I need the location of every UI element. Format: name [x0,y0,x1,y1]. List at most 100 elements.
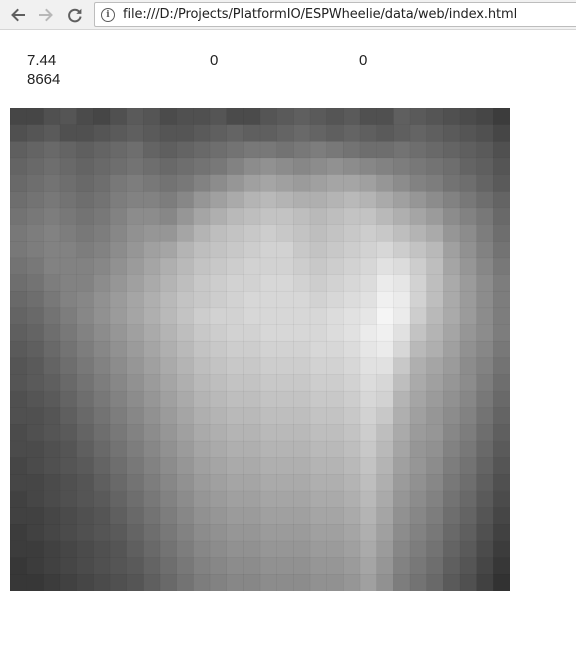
heatmap-cell [443,408,460,425]
heatmap-cell [377,175,394,192]
heatmap-cell [477,424,494,441]
heatmap-cell [110,541,127,558]
heatmap-cell [260,158,277,175]
heatmap-cell [360,408,377,425]
heatmap-cell [410,474,427,491]
heatmap-cell [60,491,77,508]
heatmap-cell [110,524,127,541]
heatmap-cell [10,275,27,292]
heatmap-cell [177,125,194,142]
info-icon[interactable]: i [101,8,115,22]
arrow-right-icon [37,6,55,24]
heatmap-cell [243,524,260,541]
heatmap-cell [143,441,160,458]
heatmap-cell [127,558,144,575]
heatmap-cell [443,158,460,175]
heatmap-cell [443,225,460,242]
heatmap-cell [143,108,160,125]
heatmap-cell [460,541,477,558]
heatmap-cell [77,341,94,358]
heatmap-cell [460,258,477,275]
heatmap-cell [60,108,77,125]
heatmap-cell [343,441,360,458]
heatmap-cell [493,225,510,242]
heatmap-cell [377,391,394,408]
readout-value-4: 0 [359,52,367,69]
address-bar[interactable]: i file:///D:/Projects/PlatformIO/ESPWhee… [94,2,576,27]
heatmap-cell [93,391,110,408]
heatmap-cell [293,408,310,425]
heatmap-cell [43,241,60,258]
back-button[interactable] [6,3,30,27]
heatmap-cell [393,225,410,242]
heatmap-cell [477,574,494,591]
heatmap-cell [427,558,444,575]
heatmap-cell [10,441,27,458]
heatmap-cell [343,258,360,275]
heatmap-cell [77,424,94,441]
heatmap-cell [243,341,260,358]
heatmap-cell [460,358,477,375]
heatmap-cell [393,358,410,375]
heatmap-cell [210,524,227,541]
heatmap-cell [227,374,244,391]
heatmap-cell [493,558,510,575]
heatmap-cell [227,524,244,541]
forward-button[interactable] [34,3,58,27]
heatmap-cell [77,474,94,491]
heatmap-cell [10,191,27,208]
heatmap-cell [260,541,277,558]
heatmap-cell [443,191,460,208]
heatmap-cell [393,424,410,441]
heatmap-cell [393,541,410,558]
heatmap-cell [310,241,327,258]
heatmap-cell [143,574,160,591]
heatmap-cell [460,408,477,425]
heatmap-cell [177,158,194,175]
heatmap-cell [127,308,144,325]
heatmap-cell [493,524,510,541]
heatmap-cell [210,275,227,292]
heatmap-cell [310,191,327,208]
heatmap-cell [360,291,377,308]
heatmap-cell [43,541,60,558]
heatmap-cell [443,458,460,475]
url-text: file:///D:/Projects/PlatformIO/ESPWheeli… [123,7,517,22]
heatmap-cell [110,125,127,142]
heatmap-cell [343,374,360,391]
heatmap-cell [43,341,60,358]
heatmap-cell [477,258,494,275]
heatmap-cell [110,308,127,325]
heatmap-cell [260,441,277,458]
heatmap-cell [343,291,360,308]
heatmap-cell [143,508,160,525]
heatmap-cell [127,191,144,208]
heatmap-cell [110,391,127,408]
heatmap-cell [493,458,510,475]
heatmap-cell [310,524,327,541]
heatmap-cell [127,341,144,358]
heatmap-cell [460,275,477,292]
heatmap-cell [493,325,510,342]
heatmap-cell [493,574,510,591]
heatmap-cell [227,391,244,408]
heatmap-cell [327,191,344,208]
heatmap-cell [293,191,310,208]
heatmap-cell [277,391,294,408]
heatmap-cell [477,558,494,575]
heatmap-cell [10,408,27,425]
heatmap-cell [460,558,477,575]
heatmap-cell [227,325,244,342]
heatmap-cell [277,374,294,391]
heatmap-cell [443,241,460,258]
heatmap-cell [93,374,110,391]
heatmap-cell [293,374,310,391]
heatmap-cell [260,341,277,358]
heatmap-cell [93,191,110,208]
heatmap-cell [193,541,210,558]
heatmap-cell [427,491,444,508]
heatmap-cell [243,258,260,275]
heatmap-cell [260,374,277,391]
heatmap-cell [227,158,244,175]
reload-button[interactable] [63,3,87,27]
